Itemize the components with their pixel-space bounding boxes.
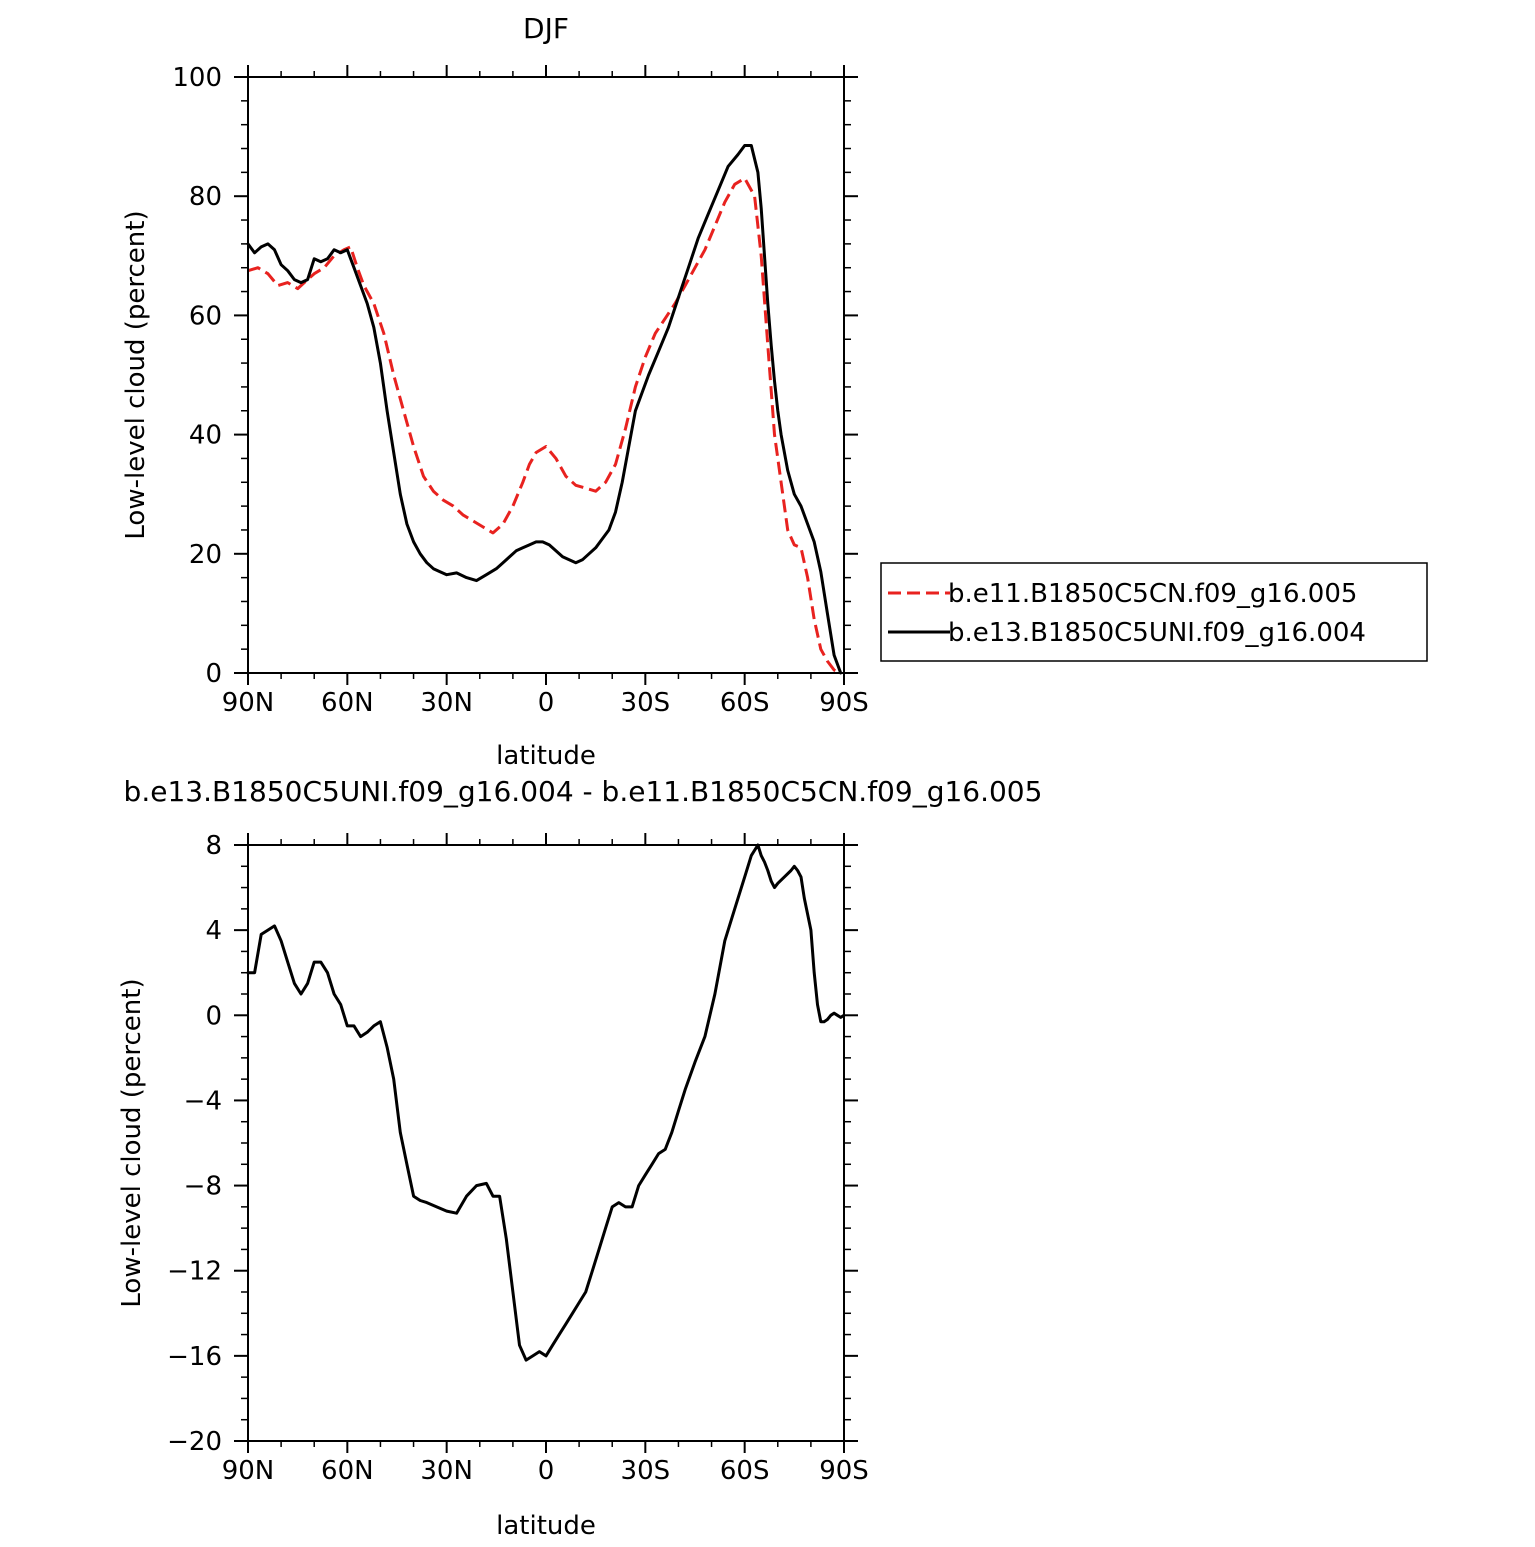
top-x-tick-label: 90S <box>819 688 869 718</box>
top-series-line-2 <box>246 144 843 675</box>
top-x-axis-title: latitude <box>496 741 596 771</box>
top-chart-title: DJF <box>523 12 569 45</box>
top-chart-panel: DJF 90N 60N 30N 0 30S 60S 90S 0 20 40 60 80 100 lati… <box>121 12 869 771</box>
top-x-tick-label: 0 <box>538 688 555 718</box>
top-plot-frame <box>247 76 845 674</box>
bottom-x-tick-label: 0 <box>538 1456 555 1486</box>
bottom-y-tick-label: −16 <box>167 1342 222 1372</box>
bottom-y-tick-label: −4 <box>184 1086 222 1116</box>
legend-box <box>880 562 1428 662</box>
bottom-chart-title: b.e13.B1850C5UNI.f09_g16.004 - b.e11.B18… <box>124 775 1043 808</box>
bottom-x-axis-title: latitude <box>496 1511 596 1541</box>
top-y-tick-label: 60 <box>189 301 222 331</box>
bottom-y-tick-label: −8 <box>184 1172 222 1202</box>
top-x-tick-label: 60N <box>321 688 374 718</box>
bottom-tick-labels: 90N 60N 30N 0 30S 60S 90S −20 −16 −12 −8 −4 0 4 8 <box>167 831 869 1486</box>
top-y-axis-title: Low-level cloud (percent) <box>121 210 151 539</box>
bottom-x-tick-label: 30N <box>420 1456 473 1486</box>
bottom-chart-panel: b.e13.B1850C5UNI.f09_g16.004 - b.e11.B18… <box>117 775 1042 1541</box>
bottom-y-tick-label: −12 <box>167 1257 222 1287</box>
bottom-y-axis-title: Low-level cloud (percent) <box>117 978 147 1307</box>
bottom-x-tick-label: 30S <box>621 1456 671 1486</box>
bottom-x-tick-label: 90S <box>819 1456 869 1486</box>
top-series-layer <box>246 144 843 675</box>
bottom-y-tick-label: −20 <box>167 1427 222 1457</box>
bottom-y-tick-label: 0 <box>205 1001 222 1031</box>
top-y-tick-label: 20 <box>189 540 222 570</box>
top-series-line-1 <box>247 176 842 675</box>
top-y-tick-label: 40 <box>189 421 222 451</box>
legend-label-2: b.e13.B1850C5UNI.f09_g16.004 <box>948 618 1366 648</box>
top-plot-ticks <box>234 65 858 685</box>
bottom-series-layer <box>246 843 846 1362</box>
bottom-plot-ticks <box>234 833 858 1453</box>
top-x-tick-label: 30N <box>420 688 473 718</box>
top-x-tick-label: 30S <box>621 688 671 718</box>
bottom-x-tick-label: 60N <box>321 1456 374 1486</box>
top-y-tick-label: 0 <box>205 659 222 689</box>
legend: b.e11.B1850C5CN.f09_g16.005 b.e13.B1850C… <box>880 562 1428 662</box>
bottom-x-tick-label: 90N <box>222 1456 275 1486</box>
top-y-tick-label: 80 <box>189 182 222 212</box>
bottom-y-tick-label: 8 <box>205 831 222 861</box>
bottom-series-line-1 <box>246 843 846 1362</box>
bottom-plot-frame <box>247 844 845 1442</box>
bottom-y-tick-label: 4 <box>205 916 222 946</box>
top-y-tick-label: 100 <box>172 63 222 93</box>
top-x-tick-label: 90N <box>222 688 275 718</box>
legend-label-1: b.e11.B1850C5CN.f09_g16.005 <box>948 579 1357 609</box>
top-x-tick-label: 60S <box>720 688 770 718</box>
bottom-x-tick-label: 60S <box>720 1456 770 1486</box>
top-tick-labels: 90N 60N 30N 0 30S 60S 90S 0 20 40 60 80 100 <box>172 63 868 718</box>
